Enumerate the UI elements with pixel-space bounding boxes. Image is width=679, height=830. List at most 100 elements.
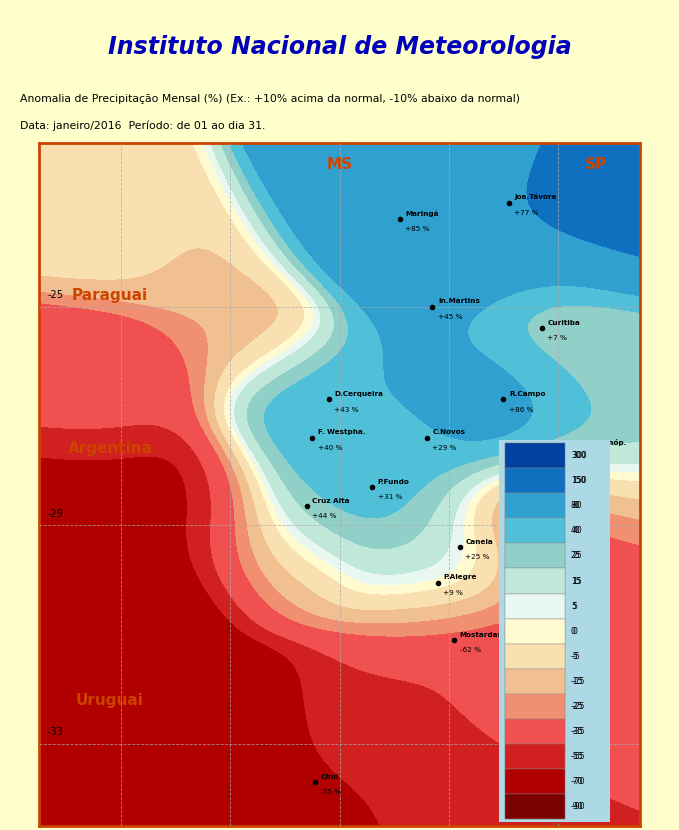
Text: P.Fundo: P.Fundo: [378, 479, 409, 485]
Bar: [505, 744, 565, 769]
Text: P.Alegre: P.Alegre: [443, 574, 477, 580]
Text: 150: 150: [571, 476, 585, 486]
Bar: [505, 544, 565, 569]
Text: 0: 0: [571, 627, 576, 636]
Text: 300: 300: [571, 452, 585, 461]
Text: -90: -90: [572, 802, 585, 811]
Text: MS: MS: [327, 157, 352, 172]
Text: 150: 150: [572, 476, 587, 486]
Text: R.Campo: R.Campo: [509, 391, 545, 398]
Bar: [505, 719, 565, 744]
Bar: [505, 769, 565, 794]
Bar: [505, 443, 565, 468]
Text: Joa.Távora: Joa.Távora: [515, 194, 557, 200]
Text: Paraguai: Paraguai: [72, 288, 148, 303]
Text: In.Martins: In.Martins: [438, 298, 480, 305]
Text: Araranguá: Araranguá: [536, 514, 580, 520]
Text: -62 %: -62 %: [460, 647, 481, 653]
Text: +29 %: +29 %: [433, 445, 457, 451]
Bar: [505, 493, 565, 519]
Text: Curitiba: Curitiba: [547, 320, 580, 326]
Text: 25: 25: [572, 551, 582, 560]
Bar: [505, 794, 565, 819]
Text: Mostardas: Mostardas: [460, 632, 502, 637]
Text: +7 %: +7 %: [547, 335, 567, 341]
Text: D.Cerqueira: D.Cerqueira: [334, 391, 383, 398]
Bar: [505, 544, 565, 569]
Text: -75 %: -75 %: [320, 789, 342, 795]
Text: +38 %: +38 %: [585, 456, 610, 461]
Bar: [505, 443, 565, 468]
Text: -25: -25: [572, 702, 585, 710]
Bar: [505, 519, 565, 544]
Text: F. Westpha.: F. Westpha.: [318, 429, 365, 436]
Text: +43 %: +43 %: [334, 407, 359, 413]
Text: 300: 300: [572, 452, 587, 461]
Text: -55: -55: [571, 752, 583, 761]
Text: -66 %: -66 %: [536, 530, 557, 535]
Text: -15: -15: [571, 676, 583, 686]
Bar: [505, 719, 565, 744]
Bar: [505, 569, 565, 593]
Text: 80: 80: [571, 501, 581, 510]
Text: 15: 15: [572, 577, 582, 585]
Bar: [505, 519, 565, 544]
Bar: [505, 618, 565, 643]
Text: -70: -70: [571, 777, 583, 786]
Text: -35: -35: [571, 727, 583, 736]
Text: +77 %: +77 %: [515, 210, 539, 216]
Bar: [505, 794, 565, 819]
Text: -90: -90: [571, 802, 583, 811]
Text: 0: 0: [572, 627, 577, 636]
Text: +40 %: +40 %: [318, 445, 342, 451]
Bar: [505, 493, 565, 519]
Bar: [505, 593, 565, 618]
Text: +9 %: +9 %: [443, 589, 463, 596]
Text: 5: 5: [571, 602, 576, 611]
Text: Canela: Canela: [465, 539, 493, 544]
Text: -33: -33: [47, 727, 63, 737]
Text: +25 %: +25 %: [465, 554, 490, 560]
Text: -5: -5: [572, 652, 580, 661]
Text: -55: -55: [572, 752, 585, 761]
Bar: [505, 669, 565, 694]
Text: +44 %: +44 %: [312, 513, 337, 519]
Text: -15: -15: [572, 676, 585, 686]
Text: 40: 40: [571, 526, 581, 535]
Text: Argentina: Argentina: [67, 442, 152, 456]
Text: Uruguai: Uruguai: [76, 692, 144, 708]
Text: C.Novos: C.Novos: [433, 429, 465, 436]
Text: -70: -70: [572, 777, 585, 786]
Text: +86 %: +86 %: [509, 407, 534, 413]
Bar: [505, 669, 565, 694]
Bar: [505, 593, 565, 618]
Bar: [505, 643, 565, 669]
Text: -29: -29: [47, 509, 63, 519]
Bar: [505, 744, 565, 769]
Text: Cruz Alta: Cruz Alta: [312, 498, 350, 504]
Bar: [505, 769, 565, 794]
Text: SP: SP: [585, 157, 608, 172]
Bar: [505, 643, 565, 669]
Text: +31 %: +31 %: [378, 494, 402, 500]
Text: 25: 25: [571, 551, 581, 560]
Text: 80: 80: [572, 501, 582, 510]
Text: Maringá: Maringá: [405, 210, 439, 217]
Bar: [505, 468, 565, 493]
Text: +85 %: +85 %: [405, 226, 430, 232]
Text: Data: janeiro/2016  Período: de 01 ao dia 31.: Data: janeiro/2016 Período: de 01 ao dia…: [20, 120, 265, 131]
Text: Chui: Chui: [320, 774, 339, 780]
Bar: [505, 694, 565, 719]
Text: Instituto Nacional de Meteorologia: Instituto Nacional de Meteorologia: [108, 35, 571, 59]
Text: Anomalia de Precipitação Mensal (%) (Ex.: +10% acima da normal, -10% abaixo da n: Anomalia de Precipitação Mensal (%) (Ex.…: [20, 94, 520, 104]
Text: 5: 5: [572, 602, 577, 611]
Text: -35: -35: [572, 727, 585, 736]
Text: 15: 15: [571, 577, 581, 585]
Bar: [499, 440, 610, 823]
Text: -5: -5: [571, 652, 579, 661]
Bar: [505, 618, 565, 643]
Text: -25: -25: [47, 290, 63, 300]
Text: 40: 40: [572, 526, 582, 535]
Bar: [505, 468, 565, 493]
Text: Florianóp.: Florianóp.: [585, 439, 627, 447]
